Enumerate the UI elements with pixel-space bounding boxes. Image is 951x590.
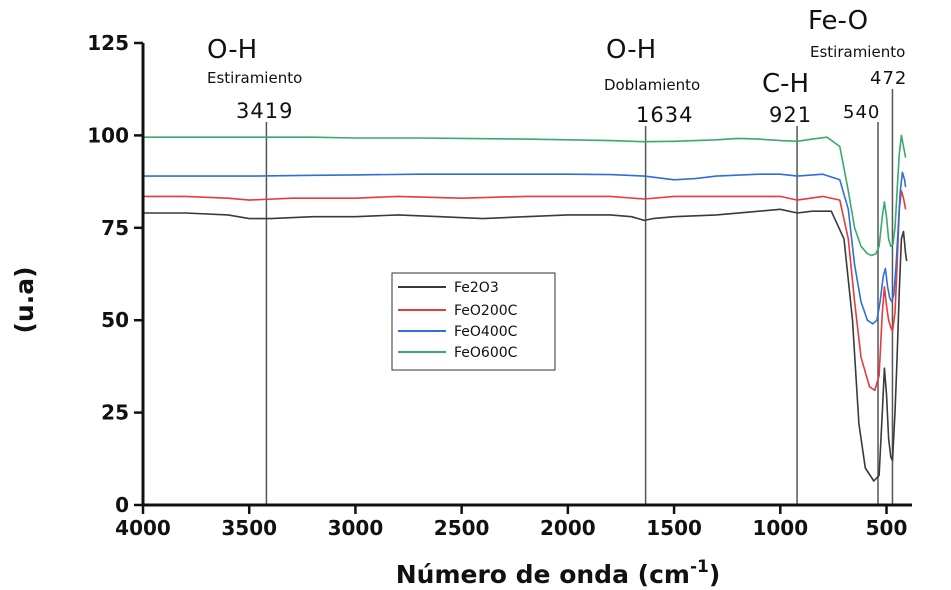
x-tick-label-3500: 3500 [221,516,277,540]
legend-label-feo400c: FeO400C [454,324,518,340]
y-tick-label-100: 100 [87,123,129,147]
annotation-oh-bend-group: O-H [606,35,656,65]
x-tick-label-1500: 1500 [646,516,702,540]
annotation-feo-group: Fe-O [808,6,868,36]
x-tick-label-1000: 1000 [752,516,808,540]
marker-label-3419: 3419 [236,99,293,123]
y-tick-label-125: 125 [87,31,129,55]
annotation-feo-subtitle: Estiramiento [810,43,905,61]
y-tick-label-25: 25 [101,401,129,425]
y-axis-title: (u.a) [10,266,39,333]
x-tick-label-2000: 2000 [540,516,596,540]
x-axis-title-close: ) [709,560,720,589]
y-tick-label-75: 75 [101,216,129,240]
legend-label-fe2o3: Fe2O3 [454,280,499,296]
annotation-oh-bend-subtitle: Doblamiento [604,76,700,94]
marker-label-540: 540 [843,102,880,123]
legend-label-feo600c: FeO600C [454,345,518,361]
x-tick-label-500: 500 [866,516,908,540]
x-tick-label-3000: 3000 [328,516,384,540]
series-lines [142,134,908,503]
marker-label-921: 921 [769,103,812,127]
x-axis-title-sup: -1 [690,557,709,577]
series-line-feo200c [142,190,907,503]
axes: 0 25 50 75 100 125 4000 3500 3000 2500 2000 1500 100… [87,31,912,540]
vertical-markers [265,89,894,505]
legend-label-feo200c: FeO200C [454,303,518,319]
legend-box [391,272,556,371]
marker-label-1634: 1634 [636,103,693,127]
annotation-oh-stretch-group: O-H [207,35,257,65]
series-line-feo400c [142,171,907,503]
y-tick-label-0: 0 [115,493,129,517]
annotation-ch-group: C-H [762,69,809,99]
x-axis-title: Número de onda (cm-1) [396,557,721,589]
x-tick-label-4000: 4000 [115,516,171,540]
legend: Fe2O3 FeO200C FeO400C FeO600C [391,272,556,371]
y-tick-label-50: 50 [101,308,129,332]
series-line-fe2o3 [142,208,908,503]
series-line-feo600c [142,134,907,503]
annotation-oh-stretch-subtitle: Estiramiento [207,69,302,87]
marker-label-472: 472 [870,68,907,89]
x-axis-title-main: Número de onda (cm [396,560,690,589]
x-tick-label-2500: 2500 [434,516,490,540]
